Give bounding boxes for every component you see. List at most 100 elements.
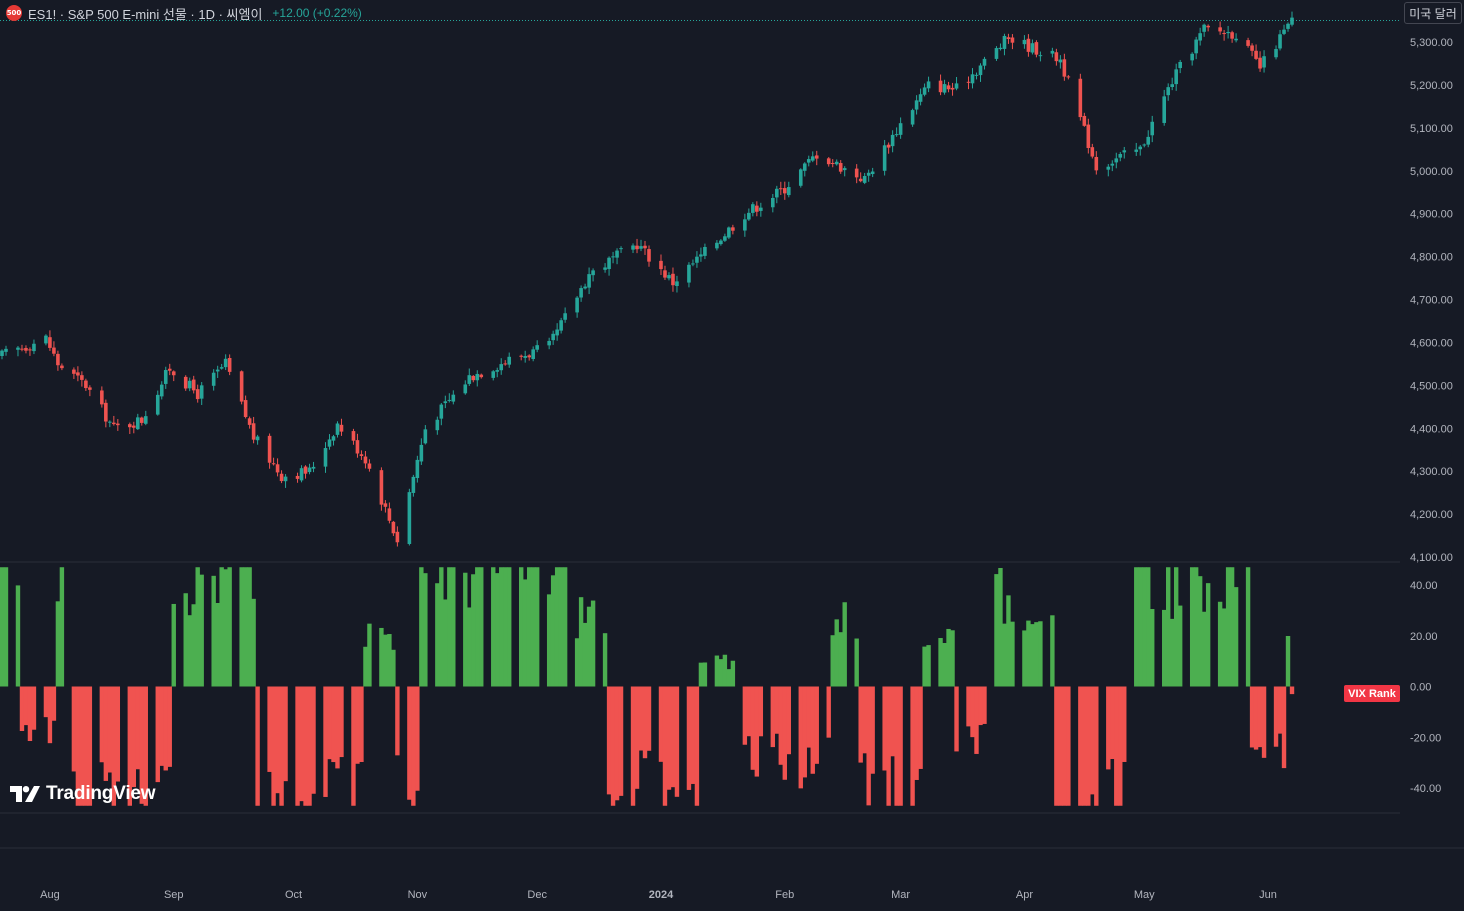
price-tick-label: 4,200.00 <box>1410 509 1453 521</box>
symbol-title[interactable]: ES1! · S&P 500 E-mini 선물 · 1D · 씨엠이 <box>28 6 263 22</box>
vix-rank-bar <box>83 686 89 806</box>
candle <box>523 350 527 363</box>
price-tick-label: 5,000.00 <box>1410 166 1453 178</box>
vix-rank-bar <box>1086 686 1091 806</box>
vix-rank-bar <box>1114 686 1119 806</box>
candle <box>1030 39 1035 55</box>
vix-rank-bar <box>526 567 532 687</box>
candle <box>970 68 975 89</box>
vix-rank-bar <box>1201 611 1207 687</box>
candle <box>32 339 36 355</box>
vix-rank-bar <box>914 686 919 780</box>
vix-rank-bar <box>171 603 176 687</box>
candle <box>1110 160 1115 172</box>
candle <box>495 367 500 378</box>
candle <box>387 502 392 524</box>
candle <box>1286 22 1290 32</box>
candle <box>866 169 871 182</box>
candle <box>76 366 80 382</box>
vix-rank-bar <box>211 575 216 687</box>
candle <box>671 267 675 292</box>
candle <box>779 181 783 195</box>
vix-rank-bar <box>918 686 923 769</box>
price-tick-label: 4,900.00 <box>1410 209 1453 221</box>
vix-rank-bar <box>355 686 360 764</box>
candle <box>1190 52 1194 66</box>
candle <box>155 390 160 416</box>
candle <box>407 488 412 546</box>
time-tick-label: Aug <box>40 889 60 901</box>
candle <box>1082 112 1087 127</box>
candle <box>303 465 308 479</box>
price-tick-label: 4,500.00 <box>1410 380 1453 392</box>
vix-rank-bar <box>251 598 256 687</box>
price-tick-label: 4,600.00 <box>1410 337 1453 349</box>
candle <box>335 421 340 438</box>
candle <box>135 413 140 431</box>
candle <box>842 166 847 177</box>
candle <box>1058 55 1063 69</box>
candle <box>100 386 104 408</box>
candle <box>703 243 707 260</box>
candle <box>1274 45 1278 60</box>
candle <box>20 344 24 352</box>
vix-rank-bar <box>858 686 863 763</box>
vix-rank-bar <box>1106 686 1111 770</box>
candle <box>423 425 428 445</box>
vix-rank-bar <box>1289 686 1295 695</box>
vix-rank-bar <box>718 659 724 687</box>
vix-rank-bar <box>59 567 65 687</box>
candle <box>211 369 216 391</box>
vix-rank-bar <box>1249 686 1255 748</box>
vix-rank-bar <box>726 669 732 687</box>
tradingview-logo[interactable]: TradingView <box>10 783 156 805</box>
time-tick-label: Mar <box>891 889 910 901</box>
candle <box>243 395 248 419</box>
vix-rank-bar <box>562 567 568 687</box>
candle <box>695 251 699 268</box>
candle <box>743 213 747 237</box>
candle <box>311 461 316 473</box>
candle <box>667 272 671 281</box>
candle <box>547 337 551 350</box>
candle <box>307 463 312 475</box>
vix-rank-bar <box>1062 686 1067 806</box>
vix-rank-bar <box>103 686 109 781</box>
candle <box>104 399 108 428</box>
currency-button[interactable]: 미국 달러 <box>1404 2 1462 24</box>
vix-rank-bar <box>507 567 512 687</box>
vix-rank-bar <box>1281 686 1287 769</box>
vix-rank-bar <box>331 686 336 763</box>
vix-rank-bar <box>830 635 835 687</box>
candle <box>131 421 136 434</box>
candle <box>171 370 176 382</box>
candle <box>187 377 192 392</box>
vix-rank-bar <box>670 686 676 788</box>
vix-rank-bar <box>127 686 133 806</box>
candle <box>870 167 875 178</box>
candle <box>551 330 555 345</box>
vix-rank-bar <box>187 615 192 687</box>
vix-rank-bar <box>730 660 736 687</box>
candle <box>1170 77 1174 91</box>
vix-rank-bar <box>499 567 504 687</box>
vix-rank-bar <box>774 686 780 734</box>
chart-legend[interactable]: 500 ES1! · S&P 500 E-mini 선물 · 1D · 씨엠이 … <box>6 4 362 22</box>
candle <box>659 254 663 275</box>
vix-rank-bar <box>495 573 500 687</box>
time-tick-label: May <box>1134 889 1155 901</box>
candle <box>1078 73 1083 121</box>
candle <box>52 341 56 357</box>
vix-rank-bar <box>467 607 472 687</box>
vix-rank-bar <box>974 686 979 754</box>
candle <box>974 72 979 80</box>
candle <box>643 240 647 255</box>
candle <box>1010 34 1015 50</box>
vix-rank-bar <box>1022 630 1027 687</box>
vix-rank-bar <box>1150 609 1155 687</box>
candle <box>978 63 983 82</box>
vix-rank-bar <box>810 686 815 774</box>
vix-rank-bar <box>479 567 484 687</box>
